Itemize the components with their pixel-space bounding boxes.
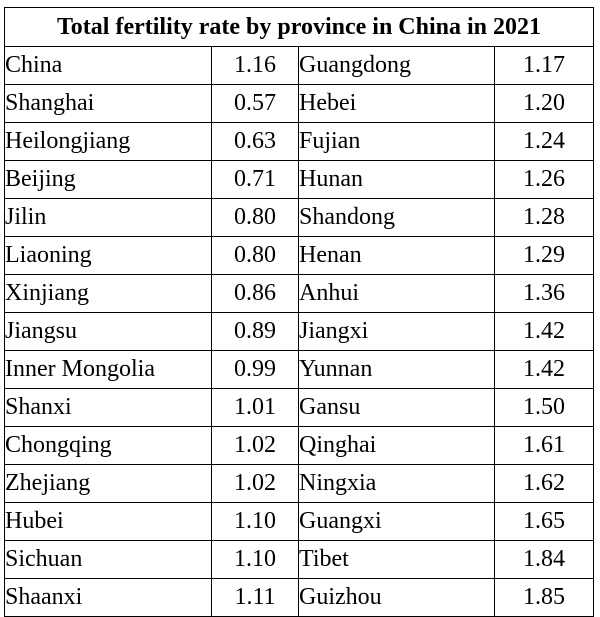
region-name-right: Ningxia [298,464,495,503]
table-row: Beijing 0.71 Hunan 1.26 [4,160,595,199]
table-row: Chongqing 1.02 Qinghai 1.61 [4,426,595,465]
fertility-rate-right: 1.85 [493,578,595,617]
region-name-right: Tibet [298,540,495,579]
table-row: Inner Mongolia 0.99 Yunnan 1.42 [4,350,595,389]
table-row: Shanghai 0.57 Hebei 1.20 [4,84,595,123]
table-row: China 1.16 Guangdong 1.17 [4,46,595,85]
region-name-left: Shaanxi [4,578,212,617]
fertility-rate-left: 1.11 [211,578,299,617]
region-name-left: Xinjiang [4,274,212,313]
table-row: Heilongjiang 0.63 Fujian 1.24 [4,122,595,161]
fertility-rate-right: 1.50 [493,388,595,427]
fertility-rate-right: 1.24 [493,122,595,161]
fertility-rate-right: 1.28 [493,198,595,237]
region-name-right: Hebei [298,84,495,123]
fertility-rate-right: 1.36 [493,274,595,313]
region-name-left: Jiangsu [4,312,212,351]
region-name-left: Jilin [4,198,212,237]
fertility-rate-right: 1.42 [493,350,595,389]
fertility-table: Total fertility rate by province in Chin… [3,7,595,617]
region-name-right: Guangdong [298,46,495,85]
table-row: Shaanxi 1.11 Guizhou 1.85 [4,578,595,617]
region-name-right: Jiangxi [298,312,495,351]
fertility-rate-right: 1.61 [493,426,595,465]
region-name-right: Yunnan [298,350,495,389]
fertility-rate-right: 1.84 [493,540,595,579]
fertility-rate-left: 0.80 [211,198,299,237]
table-row: Jilin 0.80 Shandong 1.28 [4,198,595,237]
table-row: Liaoning 0.80 Henan 1.29 [4,236,595,275]
region-name-left: Sichuan [4,540,212,579]
region-name-right: Gansu [298,388,495,427]
table-row: Sichuan 1.10 Tibet 1.84 [4,540,595,579]
region-name-left: Zhejiang [4,464,212,503]
region-name-left: Liaoning [4,236,212,275]
fertility-rate-left: 1.10 [211,502,299,541]
region-name-right: Fujian [298,122,495,161]
table-row: Shanxi 1.01 Gansu 1.50 [4,388,595,427]
fertility-rate-left: 1.02 [211,464,299,503]
region-name-left: Shanghai [4,84,212,123]
fertility-rate-left: 1.02 [211,426,299,465]
fertility-rate-right: 1.26 [493,160,595,199]
region-name-left: Beijing [4,160,212,199]
fertility-rate-left: 0.86 [211,274,299,313]
table-row: Jiangsu 0.89 Jiangxi 1.42 [4,312,595,351]
fertility-rate-right: 1.20 [493,84,595,123]
region-name-left: Heilongjiang [4,122,212,161]
fertility-rate-left: 0.57 [211,84,299,123]
fertility-rate-left: 1.01 [211,388,299,427]
region-name-right: Hunan [298,160,495,199]
fertility-rate-left: 0.89 [211,312,299,351]
fertility-document: Total fertility rate by province in Chin… [3,7,595,617]
region-name-right: Qinghai [298,426,495,465]
table-row: Xinjiang 0.86 Anhui 1.36 [4,274,595,313]
region-name-right: Guangxi [298,502,495,541]
fertility-rate-left: 0.63 [211,122,299,161]
fertility-rate-right: 1.29 [493,236,595,275]
region-name-left: Shanxi [4,388,212,427]
fertility-rate-right: 1.62 [493,464,595,503]
region-name-left: Inner Mongolia [4,350,212,389]
title-row: Total fertility rate by province in Chin… [3,7,595,47]
region-name-right: Henan [298,236,495,275]
fertility-rate-left: 0.99 [211,350,299,389]
table-row: Zhejiang 1.02 Ningxia 1.62 [4,464,595,503]
table-title: Total fertility rate by province in Chin… [3,7,595,47]
table-row: Hubei 1.10 Guangxi 1.65 [4,502,595,541]
fertility-rate-left: 1.10 [211,540,299,579]
fertility-rate-left: 1.16 [211,46,299,85]
region-name-left: China [4,46,212,85]
fertility-rate-right: 1.42 [493,312,595,351]
fertility-rate-left: 0.80 [211,236,299,275]
fertility-rate-left: 0.71 [211,160,299,199]
region-name-right: Guizhou [298,578,495,617]
region-name-right: Anhui [298,274,495,313]
region-name-left: Chongqing [4,426,212,465]
fertility-rate-right: 1.65 [493,502,595,541]
region-name-left: Hubei [4,502,212,541]
fertility-rate-right: 1.17 [493,46,595,85]
region-name-right: Shandong [298,198,495,237]
table-body: China 1.16 Guangdong 1.17 Shanghai 0.57 Hebei 1… [4,46,595,617]
